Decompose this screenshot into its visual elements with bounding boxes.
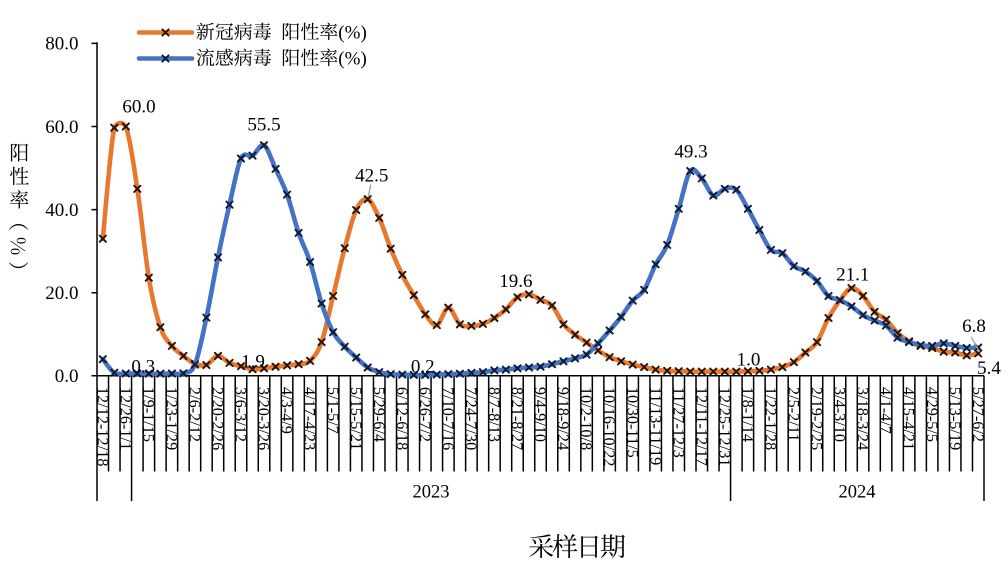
svg-text:6.8: 6.8 xyxy=(962,316,986,337)
svg-text:12/12-12/18: 12/12-12/18 xyxy=(93,387,112,467)
svg-text:2024: 2024 xyxy=(839,483,876,503)
svg-text:3/20-3/26: 3/20-3/26 xyxy=(255,387,274,450)
svg-text:55.5: 55.5 xyxy=(247,114,280,135)
svg-text:12/26-1/1: 12/26-1/1 xyxy=(116,387,135,450)
svg-text:8/7-8/13: 8/7-8/13 xyxy=(485,387,504,442)
svg-text:5/27-6/2: 5/27-6/2 xyxy=(969,387,988,442)
svg-text:3/4-3/10: 3/4-3/10 xyxy=(831,387,850,442)
svg-text:2/19-2/25: 2/19-2/25 xyxy=(808,387,827,450)
svg-text:10/16-10/22: 10/16-10/22 xyxy=(600,387,619,467)
svg-text:(%): (%) xyxy=(338,49,366,70)
svg-text:5/15-5/21: 5/15-5/21 xyxy=(347,387,366,450)
svg-text:12/11-12/17: 12/11-12/17 xyxy=(692,387,711,466)
svg-text:1.9: 1.9 xyxy=(241,351,265,372)
svg-text:2023: 2023 xyxy=(413,483,450,503)
svg-text:0.2: 0.2 xyxy=(411,357,435,378)
svg-text:0.3: 0.3 xyxy=(131,356,155,377)
svg-text:3/6-3/12: 3/6-3/12 xyxy=(232,387,251,442)
svg-text:1/8-1/14: 1/8-1/14 xyxy=(738,387,757,442)
svg-text:20.0: 20.0 xyxy=(45,283,78,304)
svg-text:4/1-4/7: 4/1-4/7 xyxy=(877,387,896,434)
svg-text:(%): (%) xyxy=(338,23,366,44)
svg-text:10/2-10/8: 10/2-10/8 xyxy=(577,387,596,450)
svg-text:3/18-3/24: 3/18-3/24 xyxy=(854,387,873,450)
svg-text:1/23-1/29: 1/23-1/29 xyxy=(162,387,181,450)
svg-text:5/1-5/7: 5/1-5/7 xyxy=(324,387,343,434)
svg-text:5/13-5/19: 5/13-5/19 xyxy=(946,387,965,450)
svg-text:4/15-4/21: 4/15-4/21 xyxy=(900,387,919,450)
svg-text:19.6: 19.6 xyxy=(499,271,532,292)
svg-text:42.5: 42.5 xyxy=(355,166,388,187)
svg-text:1.0: 1.0 xyxy=(737,349,761,370)
svg-text:11/13-11/19: 11/13-11/19 xyxy=(646,387,665,465)
svg-text:1/22-1/28: 1/22-1/28 xyxy=(761,387,780,450)
svg-text:4/3-4/9: 4/3-4/9 xyxy=(278,387,297,434)
svg-text:80.0: 80.0 xyxy=(45,34,78,55)
svg-text:4/29-5/5: 4/29-5/5 xyxy=(923,387,942,442)
svg-text:9/4-9/10: 9/4-9/10 xyxy=(531,387,550,442)
svg-text:60.0: 60.0 xyxy=(122,97,155,118)
svg-text:0.0: 0.0 xyxy=(55,366,79,387)
svg-text:1/9-1/15: 1/9-1/15 xyxy=(139,387,158,442)
svg-text:7/10-7/16: 7/10-7/16 xyxy=(439,387,458,450)
svg-text:60.0: 60.0 xyxy=(45,117,78,138)
svg-text:21.1: 21.1 xyxy=(836,265,869,286)
svg-text:2/5-2/11: 2/5-2/11 xyxy=(785,387,804,442)
svg-text:7/24-7/30: 7/24-7/30 xyxy=(462,387,481,450)
svg-text:5.4: 5.4 xyxy=(977,358,1001,379)
svg-text:4/17-4/23: 4/17-4/23 xyxy=(301,387,320,450)
svg-text:8/21-8/27: 8/21-8/27 xyxy=(508,387,527,450)
svg-text:2/20-2/26: 2/20-2/26 xyxy=(209,387,228,450)
svg-text:6/12-6/18: 6/12-6/18 xyxy=(393,387,412,450)
svg-text:10/30-11/5: 10/30-11/5 xyxy=(623,387,642,458)
svg-text:5/29-6/4: 5/29-6/4 xyxy=(370,387,389,442)
svg-text:11/27-12/3: 11/27-12/3 xyxy=(669,387,688,458)
svg-text:12/25-12/31: 12/25-12/31 xyxy=(715,387,734,467)
svg-text:49.3: 49.3 xyxy=(674,142,707,163)
svg-text:6/26-7/2: 6/26-7/2 xyxy=(416,387,435,442)
svg-text:2/6-2/12: 2/6-2/12 xyxy=(186,387,205,442)
svg-text:40.0: 40.0 xyxy=(45,200,78,221)
svg-text:9/18-9/24: 9/18-9/24 xyxy=(554,387,573,450)
